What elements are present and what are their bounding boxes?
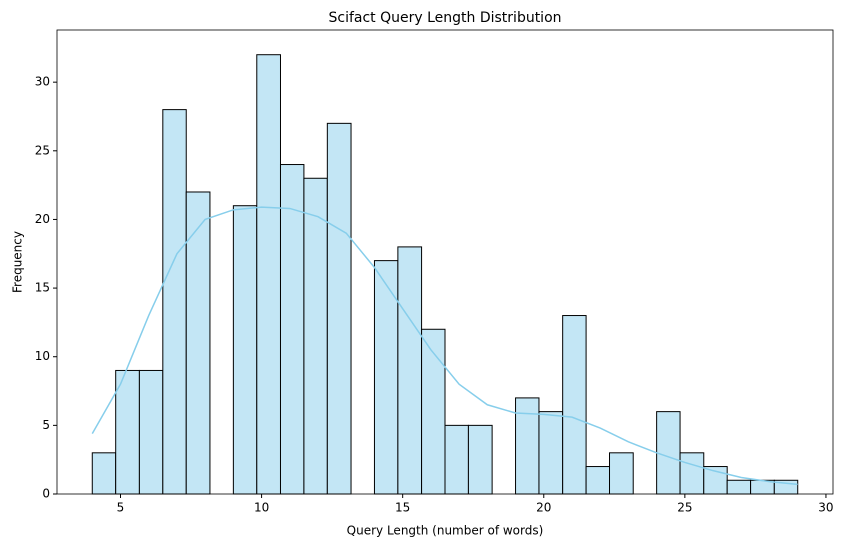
y-tick-label: 20 xyxy=(35,212,50,226)
bar xyxy=(609,452,634,495)
x-tick-label: 20 xyxy=(536,501,551,515)
bar xyxy=(467,424,493,495)
x-axis-label: Query Length (number of words) xyxy=(347,524,544,538)
bar xyxy=(138,369,164,495)
kde-line xyxy=(91,206,798,486)
bar xyxy=(585,466,611,495)
bar xyxy=(91,452,117,495)
bar xyxy=(397,246,423,495)
x-tick-label: 15 xyxy=(395,501,410,515)
x-tick-label: 10 xyxy=(254,501,269,515)
plot-frame xyxy=(56,29,834,495)
bar xyxy=(538,411,564,495)
bar xyxy=(444,424,469,495)
x-tick-label: 30 xyxy=(818,501,833,515)
bar xyxy=(515,397,540,495)
bar xyxy=(726,479,752,495)
bar xyxy=(162,109,187,495)
bar xyxy=(256,54,281,495)
y-tick-label: 15 xyxy=(35,281,50,295)
x-tick-label: 5 xyxy=(117,501,125,515)
chart-title: Scifact Query Length Distribution xyxy=(328,10,561,26)
bar xyxy=(115,369,140,495)
bar xyxy=(326,122,352,495)
x-tick-label: 25 xyxy=(677,501,692,515)
bar xyxy=(232,205,258,495)
bar xyxy=(562,315,587,495)
y-tick-label: 25 xyxy=(35,143,50,157)
y-tick-label: 10 xyxy=(35,349,50,363)
y-tick-label: 0 xyxy=(42,487,50,501)
bar xyxy=(656,411,681,495)
y-tick-label: 30 xyxy=(35,75,50,89)
y-tick-label: 5 xyxy=(42,418,50,432)
bar xyxy=(279,164,305,495)
y-axis-label: Frequency xyxy=(11,231,25,293)
bar xyxy=(421,328,446,495)
bar xyxy=(679,452,705,495)
bar xyxy=(303,177,328,495)
